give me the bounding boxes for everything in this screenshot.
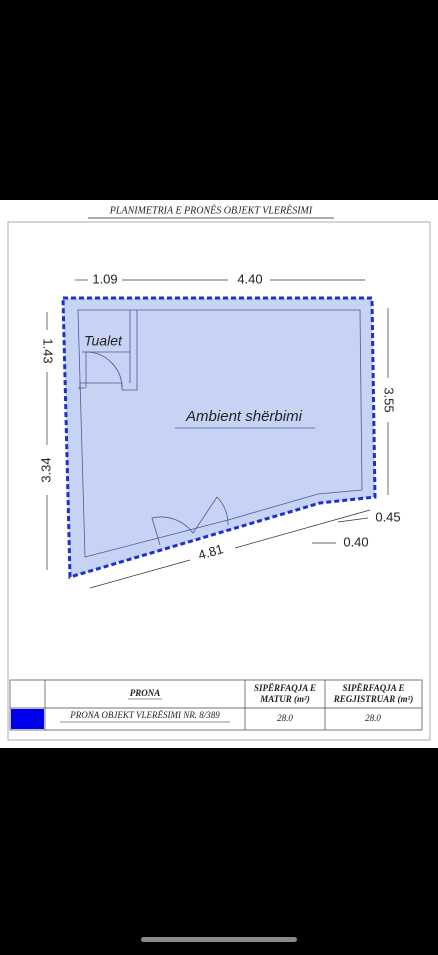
dimension-lines	[46, 279, 389, 589]
table-cell: 28.0	[277, 713, 293, 723]
room-label: Ambient shërbimi	[185, 408, 303, 425]
room-label: Tualet	[84, 333, 123, 349]
dimension: 0.45	[375, 509, 400, 524]
legend-swatch	[11, 709, 44, 729]
table-cell: 28.0	[365, 713, 381, 723]
table-header: PRONA SIPËRFAQJA E MATUR (m²) SIPËRFAQJA…	[128, 683, 414, 704]
table-header-cell: SIPËRFAQJA E REGJISTRUAR (m²)	[333, 683, 414, 704]
dimension: 3.34	[38, 457, 53, 482]
dimension: 0.40	[343, 534, 368, 549]
table-header-cell: SIPËRFAQJA E MATUR (m²)	[254, 683, 316, 704]
table-header-cell: PRONA	[130, 688, 161, 698]
home-indicator	[141, 937, 297, 942]
table-header-cell-wrap: SIPËRFAQJA E REGJISTRUAR (m²)	[333, 683, 414, 704]
inner-wall	[77, 309, 363, 558]
dimension-labels: 1.09 4.40 1.43 3.34 3.55 4.81 0.45 0.40	[38, 271, 400, 562]
dimension: 1.43	[41, 338, 56, 363]
dimension: 4.81	[196, 541, 224, 562]
title: PLANIMETRIA E PRONËS OBJEKT VLERËSIMI	[109, 204, 313, 216]
property-outline	[61, 296, 377, 579]
dimension: 4.40	[237, 271, 262, 286]
table-row: PRONA OBJEKT VLERËSIMI NR. 8/389 28.0 28…	[60, 710, 381, 723]
door	[151, 516, 194, 546]
frame	[7, 221, 431, 741]
dimension: 1.09	[92, 271, 117, 286]
dimension: 3.55	[382, 387, 397, 412]
table-grid	[9, 679, 423, 731]
table-cell: PRONA OBJEKT VLERËSIMI NR. 8/389	[69, 710, 220, 720]
door	[192, 496, 229, 534]
table-header-cell-wrap: SIPËRFAQJA E MATUR (m²)	[254, 683, 316, 704]
